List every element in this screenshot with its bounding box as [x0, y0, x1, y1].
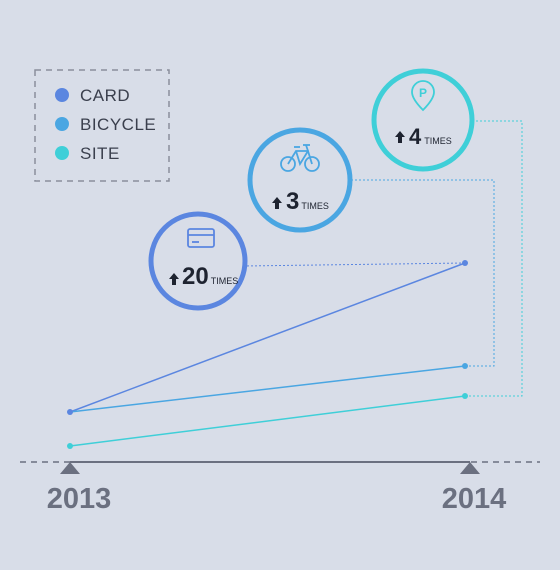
legend-label-bicycle: BICYCLE: [80, 115, 156, 134]
legend: CARD BICYCLE SITE: [35, 70, 169, 181]
legend-swatch-card: [55, 88, 69, 102]
x-tick-label-2014: 2014: [442, 483, 507, 515]
x-tick-label-2013: 2013: [47, 483, 112, 515]
bubble-bicycle-unit: TIMES: [301, 201, 329, 211]
bubble-site-unit: TIMES: [424, 136, 452, 146]
series-lines: [67, 260, 468, 449]
legend-swatch-bicycle: [55, 117, 69, 131]
axis-marker-2014: [460, 462, 480, 474]
bubble-bicycle-ring: [250, 130, 350, 230]
bubble-bicycle-multiplier: 3: [286, 188, 299, 215]
series-line-site: [70, 396, 465, 446]
legend-swatch-site: [55, 146, 69, 160]
bubble-site: P 4 TIMES: [374, 71, 472, 169]
axis-marker-2013: [60, 462, 80, 474]
leader-line-bicycle: [349, 180, 494, 366]
x-axis: 2013 2014: [20, 462, 540, 515]
bubble-bicycle: 3 TIMES: [250, 130, 350, 230]
bubble-card-multiplier: 20: [182, 263, 209, 290]
bubble-site-multiplier: 4: [409, 124, 422, 149]
leader-line-card: [244, 263, 465, 266]
legend-label-card: CARD: [80, 86, 130, 105]
bubble-card: 20 TIMES: [151, 214, 245, 308]
svg-text:P: P: [419, 86, 427, 100]
legend-label-site: SITE: [80, 144, 120, 163]
point-card-2013: [67, 409, 73, 415]
bubble-card-unit: TIMES: [211, 276, 239, 286]
point-site-2013: [67, 443, 73, 449]
